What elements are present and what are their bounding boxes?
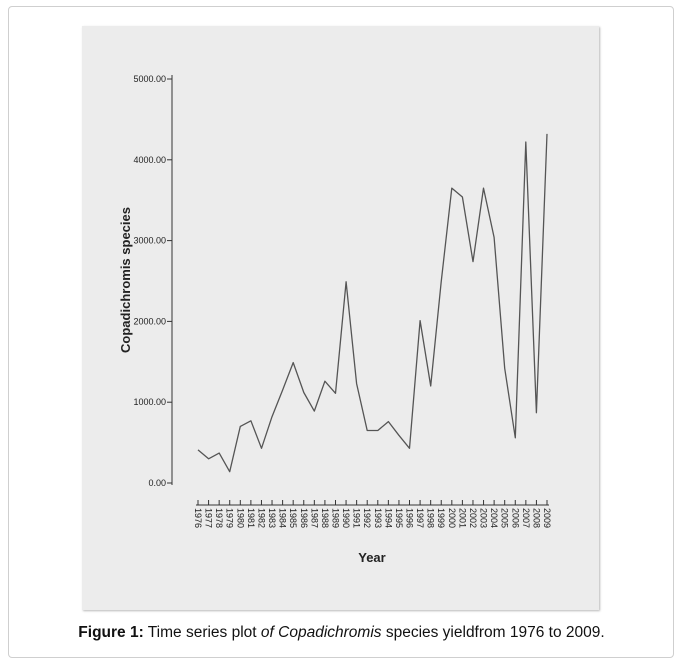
x-tick-label: 1978	[214, 508, 224, 528]
x-tick-label: 2008	[531, 508, 541, 528]
y-tick-label: 1000.00	[133, 397, 166, 407]
x-tick-label: 1981	[246, 508, 256, 528]
y-tick-label: 4000.00	[133, 155, 166, 165]
caption-label: Figure 1:	[78, 624, 144, 641]
caption-text-2: of Copadichromis	[260, 624, 382, 641]
x-tick-label: 1987	[309, 508, 319, 528]
y-axis: 0.00 1000.00 2000.00 3000.00 4000.00 5000.00	[133, 74, 173, 488]
x-tick-label: 2007	[521, 508, 531, 528]
x-tick-label: 1979	[225, 508, 235, 528]
series-layer	[197, 133, 548, 473]
x-tick-label: 1984	[278, 508, 288, 528]
x-axis-label: Year	[358, 550, 385, 565]
x-tick-label: 2005	[500, 508, 510, 528]
x-tick-label: 1997	[415, 508, 425, 528]
x-tick-label: 2001	[457, 508, 467, 528]
x-axis: 1976 1977 1978 1979 1980 1981 1982 1983 1984 1985…	[193, 500, 552, 528]
x-tick-label: 2002	[468, 508, 478, 528]
series-line	[197, 133, 548, 473]
x-tick-label: 1993	[373, 508, 383, 528]
y-axis-label: Copadichromis species	[118, 207, 133, 353]
y-tick-label: 5000.00	[133, 74, 166, 84]
x-tick-label: 1986	[299, 508, 309, 528]
x-tick-label: 2004	[489, 508, 499, 528]
x-tick-label: 1977	[204, 508, 214, 528]
x-tick-label: 1999	[436, 508, 446, 528]
x-tick-label: 1996	[405, 508, 415, 528]
x-tick-label: 1989	[330, 508, 340, 528]
y-tick-label: 0.00	[148, 478, 166, 488]
plot-background	[82, 26, 599, 610]
x-tick-label: 1992	[362, 508, 372, 528]
caption-text-1: Time series plot	[143, 624, 261, 641]
x-tick-label: 1982	[256, 508, 266, 528]
x-tick-label: 1990	[341, 508, 351, 528]
x-tick-label: 2000	[447, 508, 457, 528]
x-tick-label: 1983	[267, 508, 277, 528]
y-tick-label: 2000.00	[133, 316, 166, 326]
x-tick-label: 2003	[479, 508, 489, 528]
x-tick-label: 1995	[394, 508, 404, 528]
x-tick-label: 1991	[352, 508, 362, 528]
x-tick-label: 1980	[235, 508, 245, 528]
caption-text-3: species yieldfrom 1976 to 2009.	[381, 624, 605, 641]
x-tick-label: 2006	[510, 508, 520, 528]
x-tick-label: 1994	[383, 508, 393, 528]
x-tick-label: 1976	[193, 508, 203, 528]
x-tick-label: 1985	[288, 508, 298, 528]
figure-caption: Figure 1: Time series plot of Copadichro…	[0, 624, 683, 642]
y-tick-label: 3000.00	[133, 236, 166, 246]
x-tick-label: 2009	[542, 508, 552, 528]
x-tick-label: 1988	[320, 508, 330, 528]
x-tick-label: 1998	[426, 508, 436, 528]
